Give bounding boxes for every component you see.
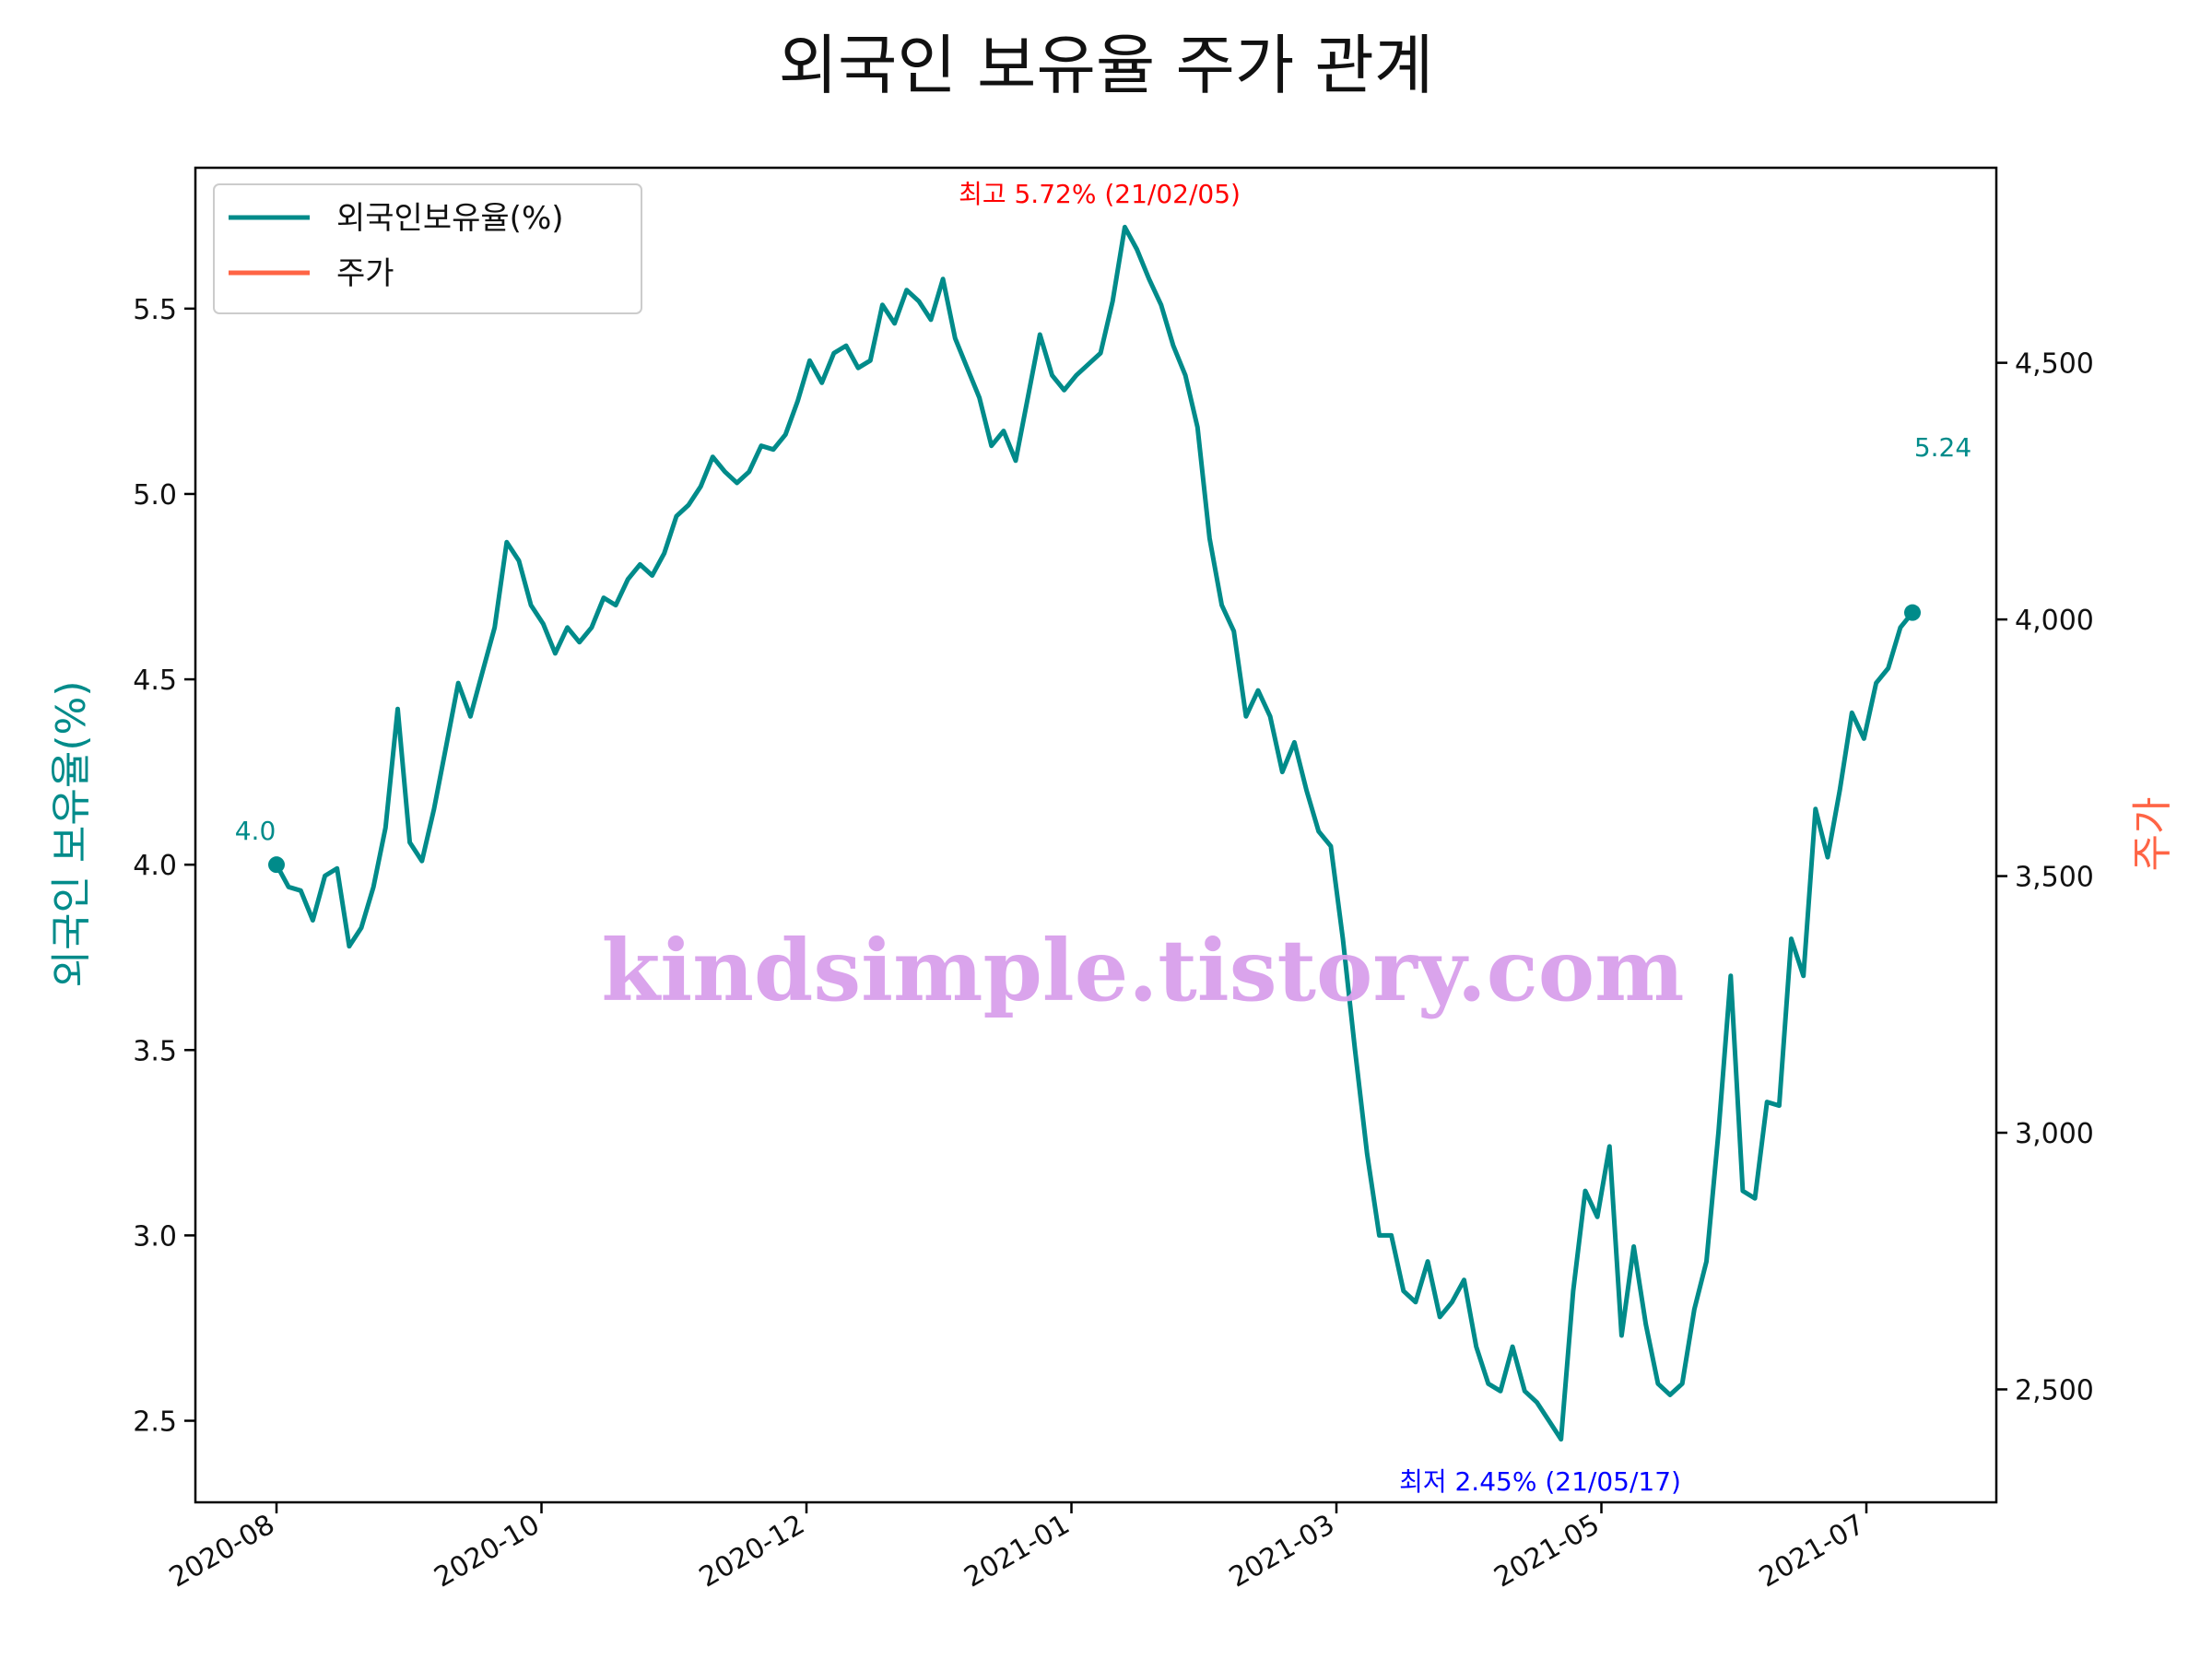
annotation-max: 최고 5.72% (21/02/05) [959, 179, 1241, 209]
x-tick-label: 2021-01 [959, 1509, 1075, 1594]
right-tick-label: 3,000 [2015, 1118, 2094, 1150]
chart-title: 외국인 보유율 주가 관계 [779, 28, 1434, 103]
x-axis-ticks: 2020-08 2020-10 2020-12 2021-01 2021-03 2021-… [164, 1502, 1870, 1594]
right-axis-label: 주가 [2129, 797, 2176, 872]
legend: 외국인보유율(%) 주가 [213, 183, 642, 314]
series-layer [268, 224, 1921, 1442]
annotation-start: 4.0 [235, 816, 276, 846]
x-tick-label: 2020-08 [164, 1509, 280, 1594]
plot-area [194, 166, 1998, 1504]
legend-label-price: 주가 [336, 255, 394, 292]
left-tick-label: 5.5 [133, 294, 177, 326]
right-tick-label: 4,000 [2015, 605, 2094, 637]
left-tick-label: 4.5 [133, 665, 177, 697]
annotations: 최고 5.72% (21/02/05) 최저 2.45% (21/05/17) … [235, 179, 1971, 1497]
watermark: kindsimple.tistory.com [601, 921, 1684, 1020]
x-tick-label: 2020-10 [429, 1509, 545, 1594]
series-line-0 [274, 224, 1915, 1442]
series-start-point [268, 856, 285, 874]
left-tick-label: 5.0 [133, 479, 177, 512]
legend-label-foreign: 외국인보유율(%) [336, 200, 564, 237]
right-tick-label: 3,500 [2015, 862, 2094, 894]
series-end-point [1904, 604, 1921, 621]
right-tick-label: 4,500 [2015, 348, 2094, 381]
right-axis-ticks: 2,500 3,000 3,500 4,000 4,500 [1996, 348, 2094, 1406]
x-tick-label: 2021-03 [1224, 1509, 1340, 1594]
left-tick-label: 3.0 [133, 1220, 177, 1253]
x-tick-label: 2020-12 [694, 1509, 810, 1594]
x-tick-label: 2021-05 [1488, 1509, 1605, 1594]
left-tick-label: 3.5 [133, 1035, 177, 1067]
right-tick-label: 2,500 [2015, 1374, 2094, 1406]
legend-box [213, 183, 642, 314]
left-axis-ticks: 2.5 3.0 3.5 4.0 4.5 5.0 5.5 [133, 294, 195, 1439]
annotation-min: 최저 2.45% (21/05/17) [1399, 1466, 1681, 1497]
left-tick-label: 2.5 [133, 1406, 177, 1439]
x-tick-label: 2021-07 [1754, 1509, 1870, 1594]
annotation-end: 5.24 [1914, 432, 1971, 463]
left-axis-label: 외국인 보유율(%) [48, 680, 95, 987]
left-tick-label: 4.0 [133, 850, 177, 882]
